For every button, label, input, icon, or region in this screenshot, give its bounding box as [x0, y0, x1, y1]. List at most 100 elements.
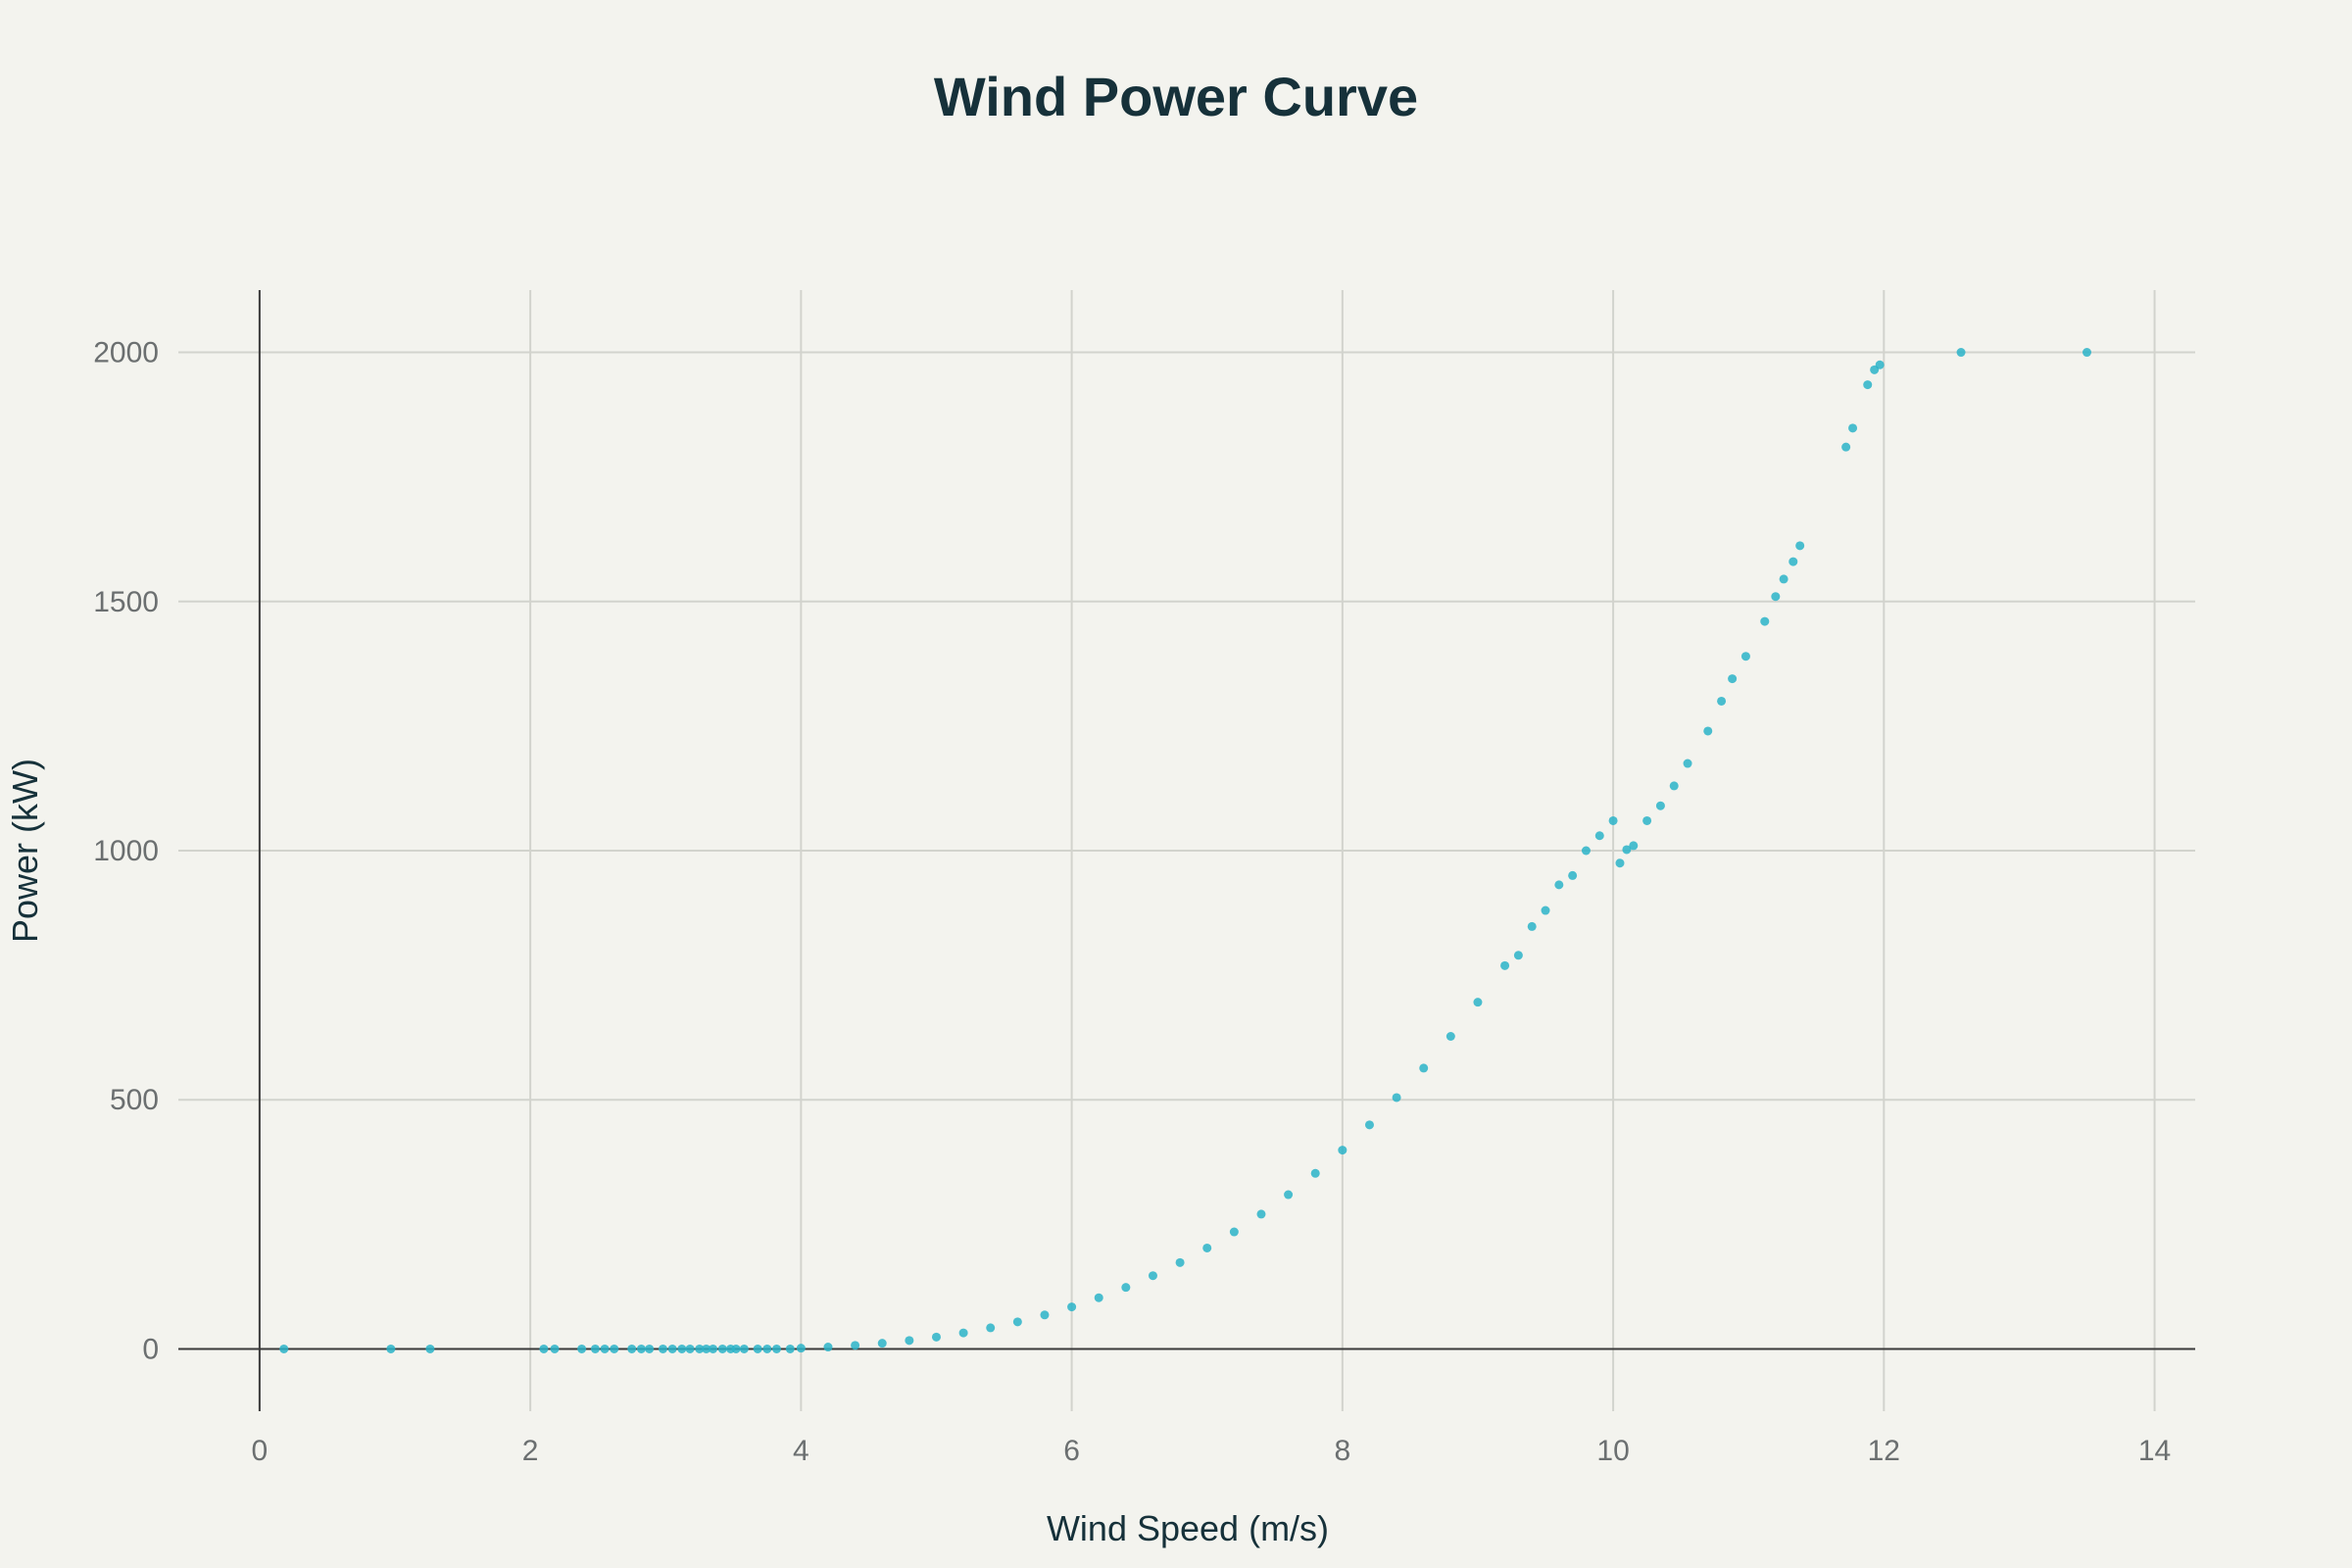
data-point: [1419, 1063, 1429, 1073]
data-point: [1717, 696, 1727, 706]
data-point: [1284, 1190, 1294, 1200]
data-point: [577, 1344, 587, 1353]
data-point: [1446, 1031, 1455, 1041]
data-point: [1848, 423, 1858, 433]
data-point: [1121, 1283, 1131, 1293]
x-axis-title: Wind Speed (m/s): [1047, 1508, 1329, 1548]
data-point: [1148, 1271, 1157, 1281]
data-point: [1500, 960, 1510, 970]
data-point: [709, 1344, 718, 1353]
x-tick-label: 2: [522, 1435, 539, 1467]
tick-labels: 0 2 4 6 8 10 12 14 0 500 1000 1500 2000: [93, 337, 2171, 1467]
data-point: [1067, 1302, 1077, 1312]
data-point: [1527, 921, 1537, 931]
x-tick-label: 6: [1063, 1435, 1080, 1467]
data-point: [739, 1344, 749, 1353]
data-point: [958, 1328, 968, 1338]
data-point: [590, 1344, 600, 1353]
data-point: [877, 1339, 887, 1348]
data-point: [1256, 1209, 1266, 1219]
x-tick-label: 12: [1868, 1435, 1900, 1467]
data-point: [986, 1323, 996, 1333]
axes: [178, 290, 2195, 1411]
data-point: [771, 1344, 781, 1353]
x-tick-label: 14: [2138, 1435, 2171, 1467]
data-point: [1622, 845, 1632, 855]
data-point: [1040, 1310, 1050, 1320]
x-tick-label: 10: [1596, 1435, 1629, 1467]
x-tick-label: 4: [793, 1435, 809, 1467]
data-point: [1364, 1120, 1374, 1130]
data-point: [645, 1344, 655, 1353]
data-point: [1841, 442, 1851, 452]
data-point: [1594, 831, 1604, 841]
data-point: [1229, 1227, 1239, 1237]
data-point: [1568, 870, 1578, 880]
y-tick-label: 2000: [93, 337, 159, 369]
data-point: [1175, 1257, 1185, 1267]
data-point: [1703, 726, 1713, 736]
data-point: [2082, 348, 2092, 358]
data-point: [1629, 841, 1639, 851]
data-point: [785, 1344, 795, 1353]
data-point: [1541, 906, 1550, 915]
y-tick-label: 1000: [93, 835, 159, 867]
data-point: [823, 1343, 833, 1352]
data-point: [658, 1344, 667, 1353]
data-point: [1012, 1317, 1022, 1327]
y-tick-label: 500: [110, 1084, 159, 1116]
data-point: [1683, 759, 1692, 768]
data-point: [851, 1341, 860, 1350]
data-point: [1554, 880, 1564, 890]
data-point: [1669, 781, 1679, 791]
data-point: [753, 1344, 762, 1353]
data-point: [1338, 1146, 1348, 1155]
grid: [178, 290, 2195, 1411]
data-point: [702, 1344, 711, 1353]
data-point: [1202, 1243, 1212, 1252]
data-point: [1740, 652, 1750, 662]
data-point: [1728, 674, 1738, 684]
y-tick-label: 0: [142, 1333, 159, 1365]
data-point: [717, 1344, 727, 1353]
data-point: [425, 1344, 435, 1353]
data-point: [667, 1344, 677, 1353]
data-point: [1655, 801, 1665, 810]
data-point: [1581, 846, 1591, 856]
data-point: [905, 1336, 914, 1346]
data-point: [1788, 557, 1798, 566]
data-point: [796, 1344, 806, 1353]
data-point: [627, 1344, 637, 1353]
data-point: [731, 1344, 741, 1353]
data-point: [279, 1344, 289, 1353]
data-point: [539, 1344, 549, 1353]
data-point: [1771, 592, 1781, 602]
data-point: [1473, 998, 1483, 1007]
data-point: [1956, 348, 1966, 358]
data-point: [1875, 360, 1885, 369]
chart-title: Wind Power Curve: [934, 66, 1418, 127]
x-tick-label: 0: [252, 1435, 269, 1467]
y-tick-label: 1500: [93, 586, 159, 618]
data-point: [931, 1332, 941, 1342]
x-tick-label: 8: [1334, 1435, 1350, 1467]
data-point: [1642, 815, 1652, 825]
data-point: [762, 1344, 772, 1353]
data-point: [1392, 1093, 1401, 1102]
data-point: [636, 1344, 646, 1353]
data-point: [550, 1344, 560, 1353]
data-point: [386, 1344, 396, 1353]
data-point: [1795, 541, 1805, 551]
data-point: [1863, 380, 1873, 390]
data-point: [685, 1344, 695, 1353]
data-point: [1513, 951, 1523, 960]
data-point: [1094, 1293, 1103, 1302]
y-axis-title: Power (kW): [5, 759, 45, 943]
data-point: [600, 1344, 610, 1353]
data-point: [677, 1344, 687, 1353]
data-point: [1779, 574, 1788, 584]
data-point: [1615, 858, 1625, 868]
data-point: [1310, 1168, 1320, 1178]
